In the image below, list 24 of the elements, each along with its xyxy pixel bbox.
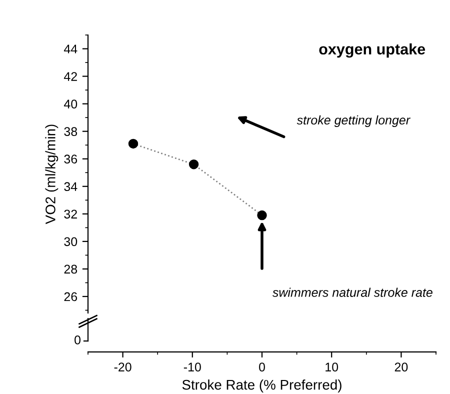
x-tick-label: 0: [259, 362, 265, 372]
point: [188, 160, 199, 170]
y-tick-label: 28: [64, 264, 78, 274]
annotation: swimmers natural stroke rate: [272, 288, 432, 297]
text: oxygen uptake: [319, 43, 426, 58]
y-tick-label: 44: [64, 44, 78, 54]
y-tick-label: 30: [64, 237, 78, 246]
y-tick-label: 34: [64, 182, 78, 192]
annotation: stroke getting longer: [296, 115, 410, 128]
x-axis-title: Stroke Rate (% Preferred): [182, 380, 342, 392]
y-tick-label: 26: [64, 292, 78, 302]
x-tick-label: -10: [184, 362, 201, 372]
x-tick-label: -20: [114, 362, 132, 372]
x-tick-label: 10: [326, 362, 338, 372]
text: 0: [74, 336, 81, 344]
y-axis-title: VO2 (ml/kg/min): [45, 124, 58, 224]
point: [257, 210, 267, 220]
y-tick-label: 42: [64, 72, 77, 81]
point: [128, 138, 138, 149]
y-tick-label: 36: [64, 154, 78, 164]
y-tick-label: 40: [64, 100, 78, 108]
y-tick-label: 32: [64, 210, 77, 219]
y-tick-label: 38: [64, 127, 78, 136]
x-tick-label: 20: [394, 362, 408, 372]
